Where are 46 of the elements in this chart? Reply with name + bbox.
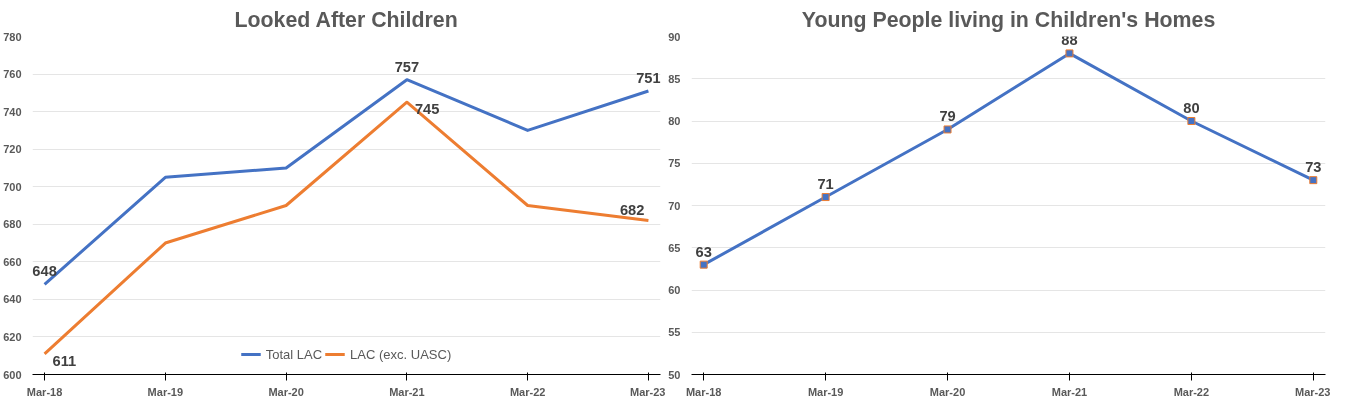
legend-label: Total LAC xyxy=(265,346,323,362)
data-label: 611 xyxy=(52,352,77,369)
x-tick-label: Mar-22 xyxy=(509,385,546,398)
data-label: 63 xyxy=(695,243,712,260)
y-tick-label: 780 xyxy=(3,30,22,43)
data-label: 648 xyxy=(32,263,57,280)
data-label: 71 xyxy=(817,176,834,193)
x-tick-label: Mar-19 xyxy=(807,385,844,398)
chart-title: Young People living in Children's Homes xyxy=(801,7,1216,32)
legend-label: LAC (exc. UASC) xyxy=(350,346,452,362)
chart-title: Looked After Children xyxy=(234,7,458,32)
data-label: 751 xyxy=(636,69,661,86)
y-tick-label: 660 xyxy=(3,255,22,268)
x-tick-label: Mar-19 xyxy=(147,385,184,398)
y-tick-label: 600 xyxy=(3,368,22,381)
data-label: 757 xyxy=(394,58,420,75)
data-label: 745 xyxy=(414,101,440,118)
x-tick-label: Mar-18 xyxy=(26,385,63,398)
y-tick-label: 80 xyxy=(668,115,681,127)
x-tick-label: Mar-23 xyxy=(1295,385,1331,398)
y-tick-label: 620 xyxy=(3,330,22,343)
x-tick-label: Mar-18 xyxy=(685,385,722,398)
y-tick-label: 65 xyxy=(668,241,681,254)
x-tick-label: Mar-23 xyxy=(630,385,666,398)
x-tick-label: Mar-21 xyxy=(389,385,425,398)
y-tick-label: 85 xyxy=(668,72,681,85)
data-label: 79 xyxy=(939,108,956,125)
x-tick-label: Mar-20 xyxy=(929,385,966,398)
y-tick-label: 75 xyxy=(668,157,681,170)
y-tick-label: 740 xyxy=(3,105,22,118)
data-label: 682 xyxy=(619,201,645,218)
y-tick-label: 70 xyxy=(668,199,681,212)
x-tick-label: Mar-20 xyxy=(268,385,304,398)
y-tick-label: 700 xyxy=(3,180,22,193)
y-tick-label: 55 xyxy=(668,326,681,339)
x-tick-label: Mar-22 xyxy=(1173,385,1210,398)
y-tick-label: 640 xyxy=(3,293,22,306)
y-tick-label: 720 xyxy=(3,143,22,156)
y-tick-label: 90 xyxy=(668,30,681,43)
y-tick-label: 680 xyxy=(3,218,22,231)
y-tick-label: 760 xyxy=(3,68,22,81)
y-tick-label: 50 xyxy=(668,368,681,381)
x-tick-label: Mar-21 xyxy=(1051,385,1088,398)
data-label: 80 xyxy=(1183,100,1200,116)
data-label: 73 xyxy=(1305,159,1322,176)
y-tick-label: 60 xyxy=(668,284,681,296)
